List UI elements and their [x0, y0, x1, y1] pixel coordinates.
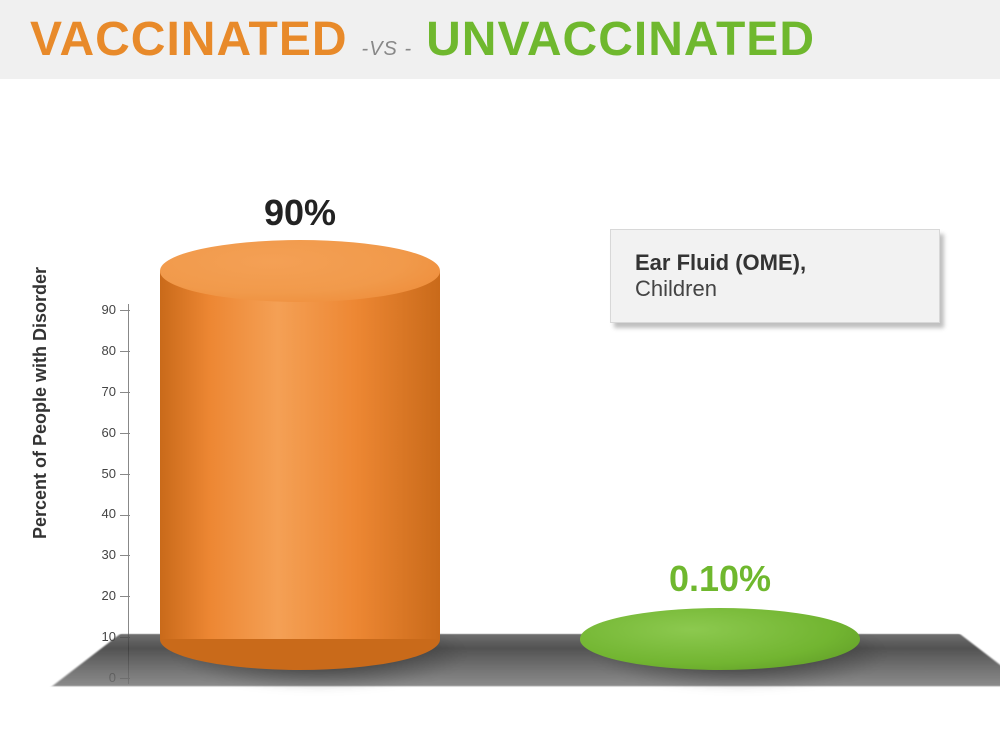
chart-area: Percent of People with Disorder 01020304… [0, 79, 1000, 739]
title-unvaccinated: UNVACCINATED [426, 12, 815, 67]
bar-top [160, 240, 440, 302]
y-tick: 70 [80, 384, 130, 399]
y-tick: 40 [80, 506, 130, 521]
header-bar: VACCINATED -VS - UNVACCINATED [0, 0, 1000, 79]
y-tick: 50 [80, 466, 130, 481]
y-axis-ticks: 0102030405060708090 [80, 309, 130, 679]
info-box: Ear Fluid (OME), Children [610, 229, 940, 323]
y-tick: 60 [80, 425, 130, 440]
bar-top [580, 608, 860, 670]
title-vs: -VS - [362, 38, 413, 61]
bar-vaccinated [160, 240, 440, 670]
y-tick: 20 [80, 588, 130, 603]
bar-unvaccinated [580, 606, 860, 670]
y-axis-label: Percent of People with Disorder [30, 267, 51, 539]
title-vaccinated: VACCINATED [30, 12, 348, 67]
bar-body [160, 271, 440, 639]
y-tick: 90 [80, 302, 130, 317]
value-label-unvaccinated: 0.10% [620, 558, 820, 600]
y-tick: 30 [80, 547, 130, 562]
value-label-vaccinated: 90% [200, 192, 400, 234]
info-box-subtitle: Children [635, 276, 915, 302]
y-tick: 80 [80, 343, 130, 358]
info-box-title: Ear Fluid (OME), [635, 250, 915, 276]
